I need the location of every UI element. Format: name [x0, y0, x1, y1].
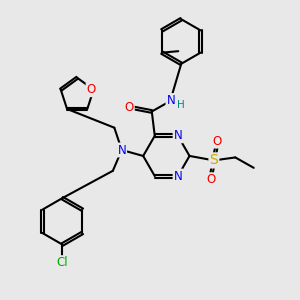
Text: O: O	[206, 173, 216, 186]
Text: Cl: Cl	[56, 256, 68, 269]
Text: H: H	[177, 100, 184, 110]
Text: O: O	[212, 135, 221, 148]
Text: N: N	[167, 94, 175, 107]
Text: S: S	[209, 153, 218, 167]
Text: N: N	[174, 169, 182, 182]
Text: N: N	[174, 129, 182, 142]
Text: O: O	[87, 83, 96, 96]
Text: N: N	[117, 143, 126, 157]
Text: O: O	[124, 101, 134, 114]
